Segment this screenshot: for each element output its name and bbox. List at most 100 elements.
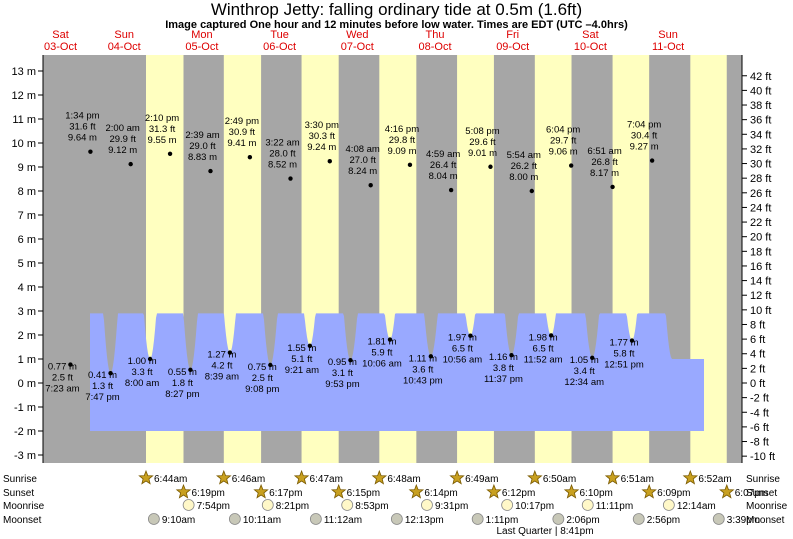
tide-point bbox=[610, 184, 615, 190]
tide-label-line: 6.5 ft bbox=[452, 344, 473, 355]
tide-label-line: 9.41 m bbox=[227, 138, 256, 149]
right-tick-label: 0 ft bbox=[750, 378, 765, 390]
tide-label-line: 3:22 am bbox=[265, 138, 299, 149]
tide-label: 1.16 m 3.8 ft 11:37 pm bbox=[484, 352, 523, 385]
right-tick-label: 38 ft bbox=[750, 100, 771, 112]
tide-label: 1.27 m 4.2 ft 8:39 am bbox=[205, 350, 239, 383]
tide-label-line: 5:08 pm bbox=[465, 126, 499, 137]
left-tick-label: 4 m bbox=[18, 282, 36, 294]
tide-label-line: 2.5 ft bbox=[252, 373, 273, 384]
high-tide-marker: 1:34 pm 31.6 ft 9.64 m bbox=[65, 111, 100, 154]
tide-point bbox=[68, 362, 73, 367]
tide-label-line: 0.95 m bbox=[328, 357, 357, 368]
tide-point bbox=[147, 356, 153, 362]
low-tide-marker: 1.00 m 3.3 ft 8:00 am bbox=[125, 356, 159, 389]
tide-label: 2:10 pm 31.3 ft 9.55 m bbox=[145, 113, 179, 146]
moonset-entry: 1:11pm bbox=[471, 513, 518, 526]
moonset-time: 9:10am bbox=[162, 515, 195, 526]
tide-label-line: 1.81 m bbox=[367, 337, 396, 348]
sunset-entry: 6:15pm bbox=[330, 483, 380, 499]
moonrise-entry: 12:14am bbox=[662, 499, 716, 512]
right-tick-label: 26 ft bbox=[750, 188, 771, 200]
sunrise-icon bbox=[293, 469, 310, 485]
low-tide-marker: 1.98 m 6.5 ft 11:52 am bbox=[524, 332, 563, 365]
left-tick-label: -2 m bbox=[14, 426, 36, 438]
tide-label-line: 10:43 pm bbox=[403, 375, 443, 386]
tide-label-line: 8:27 pm bbox=[165, 389, 199, 400]
sunrise-icon bbox=[449, 469, 465, 485]
right-tick-label: 6 ft bbox=[750, 334, 765, 346]
sunset-icon bbox=[563, 483, 580, 499]
moonset-icon bbox=[390, 513, 403, 525]
sunset-entry: 6:19pm bbox=[175, 483, 225, 499]
right-tick-label: 32 ft bbox=[750, 144, 771, 156]
day-of-week-label: Sun bbox=[114, 29, 134, 41]
tide-label-line: 12:51 pm bbox=[604, 360, 644, 371]
tide-label-line: 6:04 pm bbox=[546, 125, 580, 136]
left-tick-label: 10 m bbox=[12, 138, 36, 150]
moonrise-icon bbox=[182, 499, 195, 511]
tide-label-line: 8.24 m bbox=[348, 166, 377, 177]
tide-label-line: 5.9 ft bbox=[371, 348, 392, 359]
right-tick-label: -2 ft bbox=[750, 393, 769, 405]
moonrise-time: 9:31pm bbox=[435, 501, 468, 512]
tide-label-line: 1:34 pm bbox=[65, 111, 99, 122]
tide-point bbox=[327, 159, 332, 164]
moonrise-time: 8:53pm bbox=[355, 501, 388, 512]
sunrise-entry: 6:46am bbox=[216, 469, 265, 485]
tide-label-line: 8:00 am bbox=[125, 378, 159, 389]
tide-point bbox=[590, 355, 595, 360]
right-tick-label: 4 ft bbox=[750, 349, 765, 361]
low-tide-marker: 1.77 m 5.8 ft 12:51 pm bbox=[604, 338, 644, 371]
tide-point bbox=[529, 188, 535, 194]
moonrise-entry: 11:11pm bbox=[581, 499, 633, 512]
tide-point bbox=[128, 161, 133, 167]
sunrise-entry: 6:44am bbox=[138, 469, 187, 485]
moonset-time: 12:13pm bbox=[405, 515, 444, 526]
date-label: 03-Oct bbox=[44, 41, 77, 53]
moonrise-time: 7:54pm bbox=[197, 501, 230, 512]
tide-label-line: 4:08 am bbox=[346, 144, 380, 155]
tide-label-line: 8.83 m bbox=[188, 152, 217, 163]
moonset-entry: 10:11am bbox=[228, 513, 281, 526]
tide-label: 1.97 m 6.5 ft 10:56 am bbox=[443, 333, 483, 366]
tide-label: 4:59 am 26.4 ft 8.04 m bbox=[426, 149, 460, 182]
high-tide-marker: 3:22 am 28.0 ft 8.52 m bbox=[265, 138, 300, 181]
sunrise-entry: 6:47am bbox=[293, 469, 343, 485]
moonrise-entry: 7:54pm bbox=[182, 499, 230, 512]
tide-label-line: 1.77 m bbox=[609, 338, 638, 349]
moonset-time: 11:12am bbox=[324, 515, 362, 526]
tide-label: 1.05 m 3.4 ft 12:34 am bbox=[564, 355, 604, 388]
left-tick-label: 9 m bbox=[18, 162, 36, 174]
tide-label-line: 5.1 ft bbox=[291, 354, 312, 365]
moonrise-entry: 9:31pm bbox=[421, 499, 468, 512]
low-tide-marker: 1.97 m 6.5 ft 10:56 am bbox=[443, 333, 483, 366]
tide-label: 0.75 m 2.5 ft 9:08 pm bbox=[245, 362, 279, 395]
tide-point bbox=[268, 362, 273, 368]
tide-label-line: 3.4 ft bbox=[574, 366, 595, 377]
tide-label-line: 26.4 ft bbox=[430, 160, 457, 171]
tide-label-line: 4:16 pm bbox=[385, 124, 419, 135]
tide-label-line: 1.27 m bbox=[207, 350, 236, 361]
high-tide-marker: 6:04 pm 29.7 ft 9.06 m bbox=[546, 125, 580, 168]
right-tick-label: 22 ft bbox=[750, 217, 771, 229]
tide-point bbox=[307, 343, 313, 348]
moonset-icon bbox=[309, 513, 322, 525]
tide-label: 3:30 pm 30.3 ft 9.24 m bbox=[305, 120, 339, 153]
moonrise-entry: 10:17pm bbox=[501, 499, 554, 512]
sunset-icon bbox=[486, 483, 502, 499]
tide-label-line: 9.55 m bbox=[148, 135, 177, 146]
moonset-icon bbox=[712, 513, 725, 525]
high-tide-marker: 2:10 pm 31.3 ft 9.55 m bbox=[145, 113, 179, 156]
low-tide-marker: 0.77 m 2.5 ft 7:23 am bbox=[45, 362, 79, 395]
chart-title: Winthrop Jetty: falling ordinary tide at… bbox=[210, 0, 583, 19]
right-tick-label: 14 ft bbox=[750, 276, 771, 288]
tide-label-line: 9.27 m bbox=[630, 142, 659, 153]
tide-label-line: 1.55 m bbox=[287, 343, 316, 354]
tide-label-line: 10:06 am bbox=[362, 359, 402, 370]
sunrise-time: 6:49am bbox=[465, 474, 498, 485]
sunset-time: 6:19pm bbox=[192, 488, 225, 499]
tide-label-line: 1.98 m bbox=[529, 332, 558, 343]
tide-label: 2:49 pm 30.9 ft 9.41 m bbox=[225, 116, 259, 149]
low-tide-marker: 1.11 m 3.6 ft 10:43 pm bbox=[403, 353, 443, 386]
